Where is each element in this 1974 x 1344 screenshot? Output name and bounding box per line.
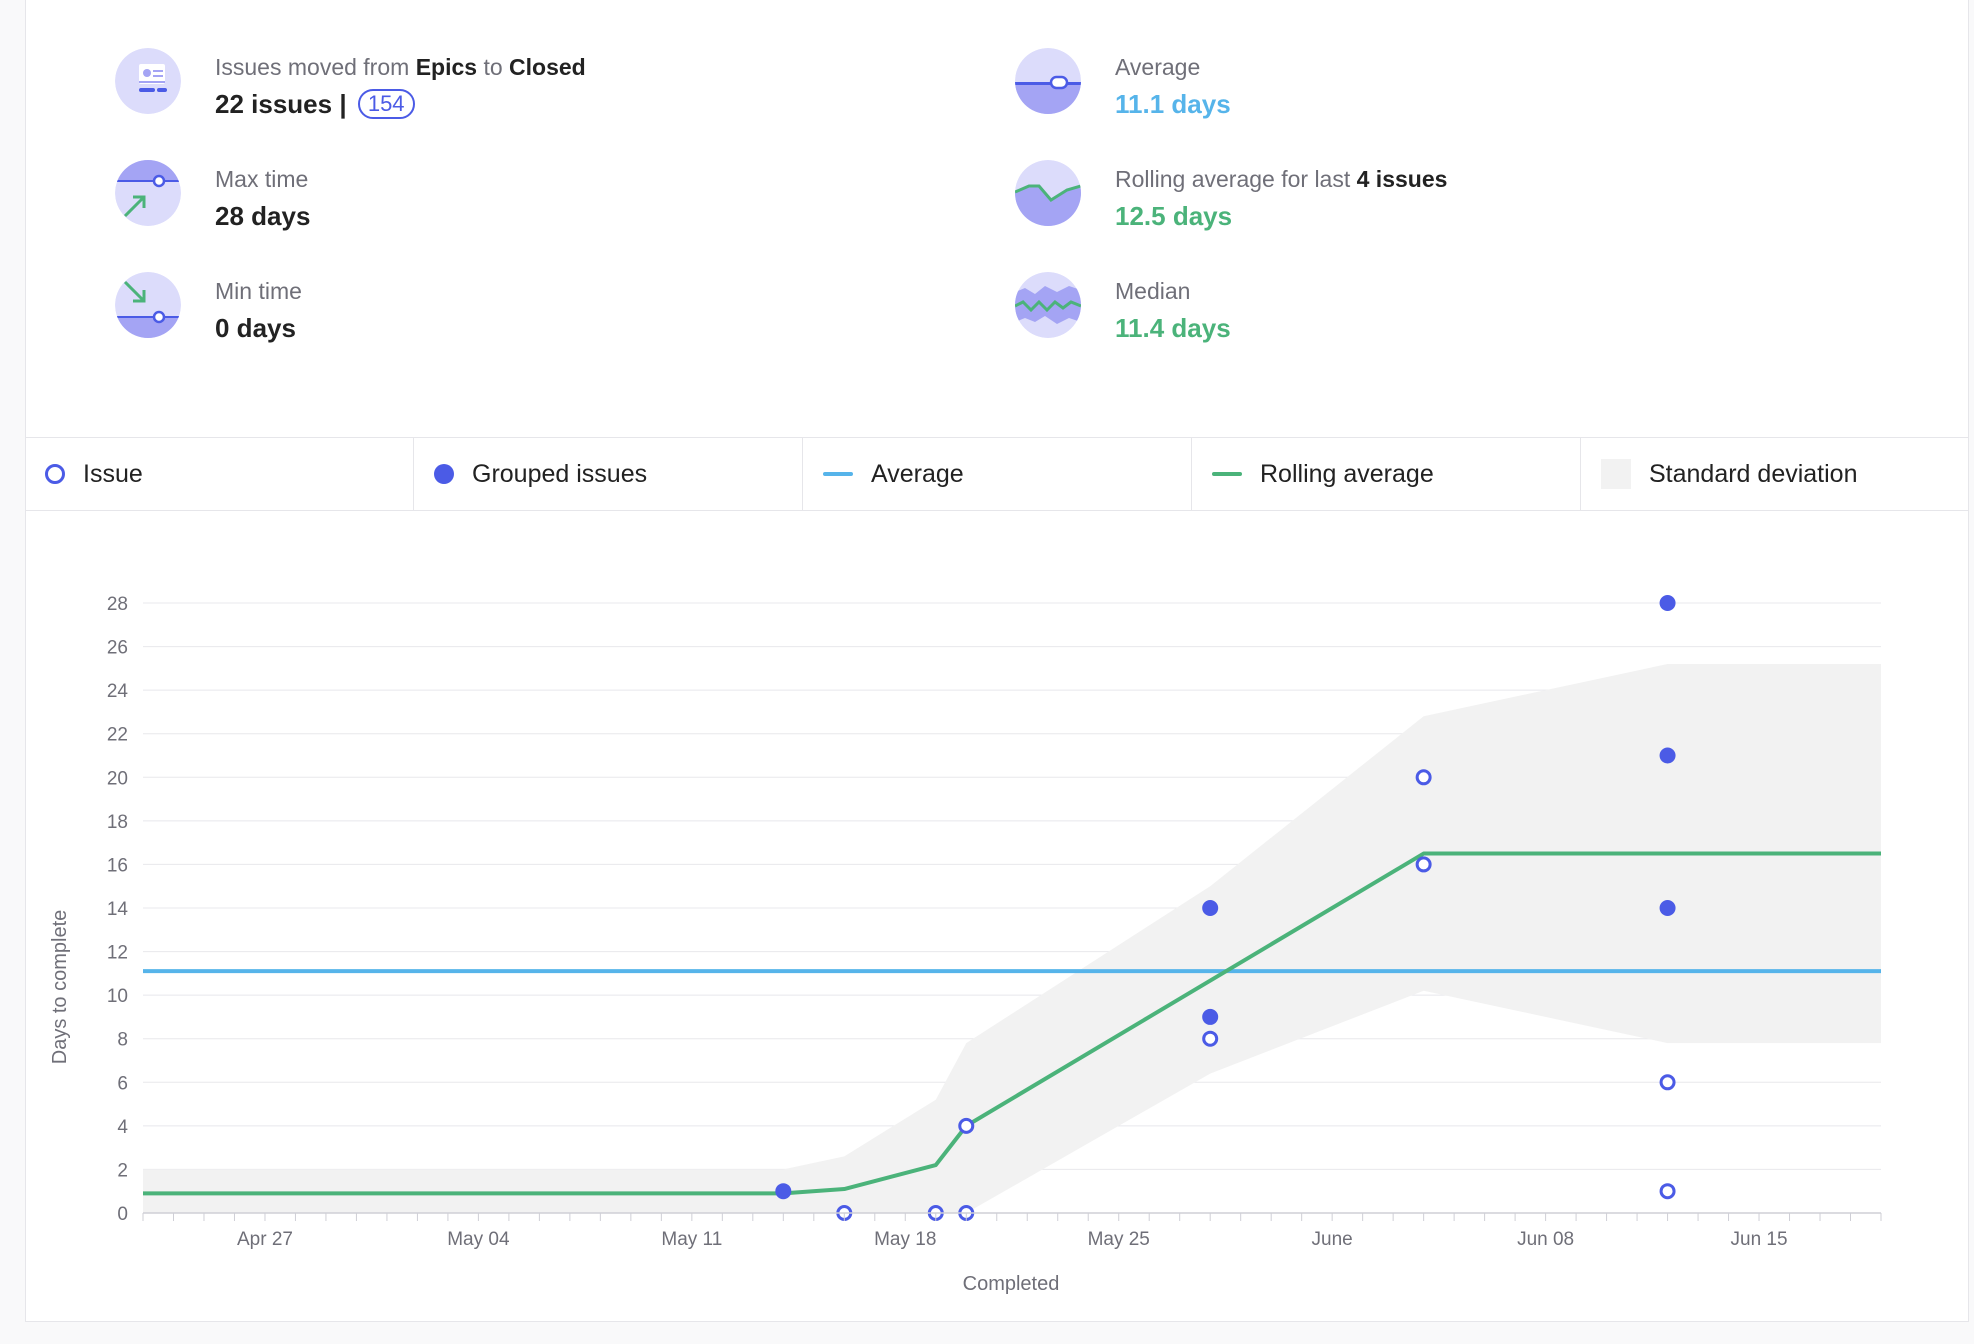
x-axis-title: Completed: [963, 1273, 1060, 1295]
average-value: 11.1 days: [1115, 89, 1231, 119]
open-circle-icon: [45, 464, 65, 484]
y-tick-label: 18: [107, 812, 128, 833]
x-tick-label: Jun 15: [1731, 1229, 1788, 1250]
stddev-band: [143, 664, 1881, 1213]
y-tick-label: 26: [107, 638, 128, 659]
average-label: Average: [1115, 54, 1201, 80]
y-tick-label: 12: [107, 943, 128, 964]
stat-rolling-average: Rolling average for last 4 issues 12.5 d…: [1015, 160, 1447, 236]
issues-moved-value: 22 issues | 154: [215, 84, 586, 124]
x-tick-label: Apr 27: [237, 1229, 293, 1250]
stat-issues-moved: Issues moved from Epics to Closed 22 iss…: [115, 48, 586, 124]
grouped-issue-point: [775, 1183, 792, 1200]
y-tick-label: 6: [117, 1073, 128, 1094]
grouped-issue-point: [1202, 1008, 1219, 1025]
issues-moved-label: Issues moved from Epics to Closed: [215, 54, 586, 80]
y-tick-label: 2: [117, 1160, 128, 1181]
average-line-icon: [1015, 48, 1081, 114]
stat-min-time: Min time 0 days: [115, 272, 302, 348]
filled-circle-icon: [434, 464, 454, 484]
x-tick-label: May 25: [1088, 1229, 1150, 1250]
rolling-line-icon: [1015, 160, 1081, 226]
x-tick-label: Jun 08: [1517, 1229, 1574, 1250]
stddev-area: [143, 664, 1881, 1213]
issue-point: [1659, 1183, 1676, 1200]
grouped-issue-point: [1659, 747, 1676, 764]
legend-rolling-label: Rolling average: [1260, 459, 1434, 488]
issue-point: [1415, 856, 1432, 873]
stat-average: Average 11.1 days: [1015, 48, 1231, 124]
y-tick-label: 0: [117, 1204, 128, 1225]
y-tick-label: 16: [107, 855, 128, 876]
stat-median: Median 11.4 days: [1015, 272, 1231, 348]
legend-average[interactable]: Average: [803, 438, 1192, 510]
chart-legend: Issue Grouped issues Average Rolling ave…: [25, 437, 1969, 511]
grouped-issue-point: [1202, 900, 1219, 916]
median-value: 11.4 days: [1115, 313, 1231, 343]
rolling-average-value: 12.5 days: [1115, 201, 1233, 231]
rolling-average-label: Rolling average for last 4 issues: [1115, 166, 1448, 192]
max-time-label: Max time: [215, 166, 309, 192]
grouped-issue-point: [1659, 900, 1676, 916]
legend-rolling-average[interactable]: Rolling average: [1192, 438, 1581, 510]
issue-point: [1659, 1074, 1676, 1091]
issue-point: [1415, 769, 1432, 786]
issue-point: [1202, 1030, 1219, 1047]
min-time-value: 0 days: [215, 313, 296, 343]
blue-line-icon: [823, 472, 853, 476]
legend-grouped-issues[interactable]: Grouped issues: [414, 438, 803, 510]
min-time-label: Min time: [215, 278, 302, 304]
y-tick-label: 4: [117, 1117, 128, 1138]
y-tick-label: 28: [107, 594, 128, 615]
legend-issue-label: Issue: [83, 459, 143, 488]
x-tick-label: May 18: [874, 1229, 936, 1250]
y-tick-label: 24: [107, 681, 129, 702]
grey-area-icon: [1601, 459, 1631, 489]
x-tick-label: May 11: [661, 1229, 722, 1250]
y-tick-label: 20: [107, 768, 128, 789]
y-axis-title: Days to complete: [49, 910, 71, 1065]
issue-card-icon: [115, 48, 181, 114]
median-wave-icon: [1015, 272, 1081, 338]
y-tick-label: 14: [107, 899, 129, 920]
x-tick-label: May 04: [447, 1229, 510, 1250]
median-label: Median: [1115, 278, 1191, 304]
legend-average-label: Average: [871, 459, 964, 488]
points-layer: [775, 595, 1676, 1221]
legend-stddev-label: Standard deviation: [1649, 459, 1858, 488]
max-time-value: 28 days: [215, 201, 311, 231]
x-tick-label: June: [1312, 1229, 1353, 1250]
y-tick-label: 10: [107, 986, 128, 1007]
y-tick-label: 22: [107, 725, 128, 746]
stat-max-time: Max time 28 days: [115, 160, 310, 236]
y-tick-label: 8: [117, 1030, 128, 1051]
arrow-down-right-icon: [115, 272, 181, 338]
issues-count-badge[interactable]: 154: [357, 89, 415, 119]
green-line-icon: [1212, 472, 1242, 476]
arrow-up-right-icon: [115, 160, 181, 226]
legend-issue[interactable]: Issue: [25, 438, 414, 510]
issue-point: [958, 1117, 975, 1134]
grouped-issue-point: [1659, 595, 1676, 611]
legend-standard-deviation[interactable]: Standard deviation: [1581, 438, 1969, 510]
legend-grouped-label: Grouped issues: [472, 459, 648, 488]
